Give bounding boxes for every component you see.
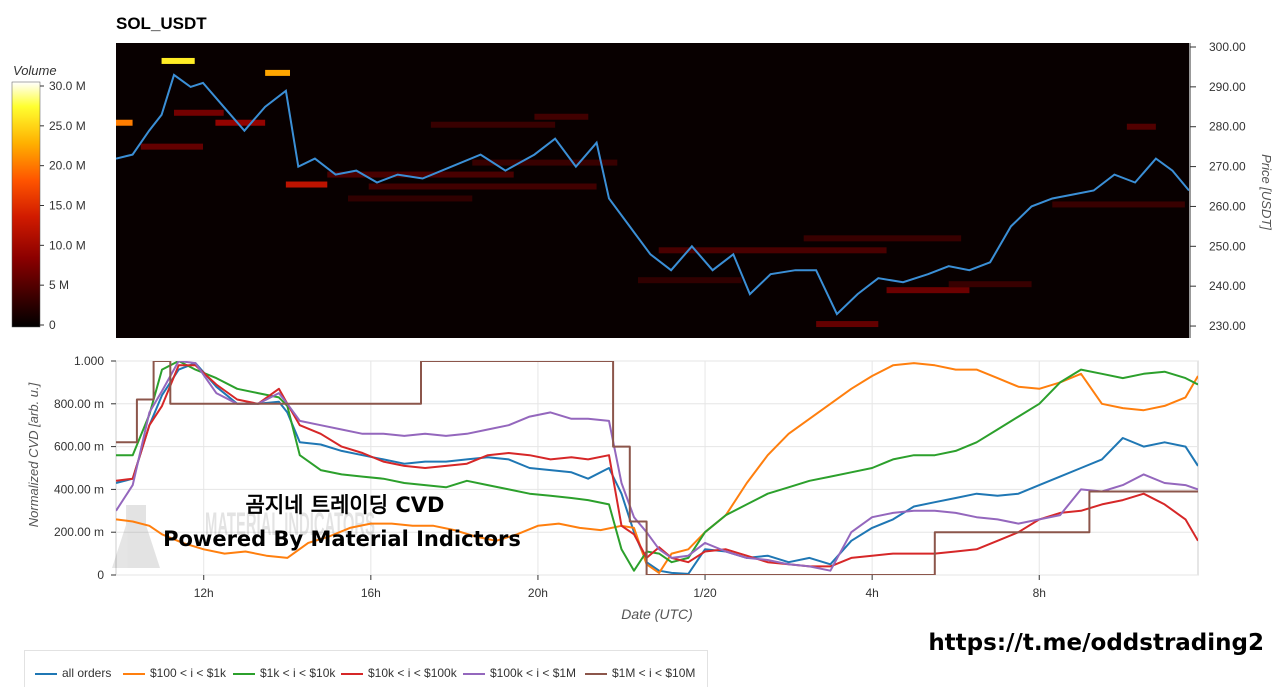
colorbar-tick-label: 30.0 M xyxy=(49,79,86,93)
cvd-plot-area xyxy=(115,360,1199,576)
cvd-series-line-1 xyxy=(116,362,1198,574)
legend-item[interactable]: $1M < i < $10M xyxy=(585,666,695,680)
legend-swatch xyxy=(233,672,255,675)
cvd-y-tick-label: 200.00 m xyxy=(54,525,104,539)
heatmap-band-5 xyxy=(140,143,203,150)
cvd-y-tick-label: 800.00 m xyxy=(54,397,104,411)
legend-label: $100 < i < $1k xyxy=(150,666,227,680)
cvd-axis-label: Normalized CVD [arb. u.] xyxy=(26,382,41,527)
legend-item[interactable]: $1k < i < $10k xyxy=(233,666,335,680)
cvd-series-line-5 xyxy=(116,361,1198,575)
legend-swatch xyxy=(585,672,607,675)
legend-label: $100k < i < $1M xyxy=(490,666,577,680)
heatmap-bands xyxy=(116,57,1185,328)
cvd-y-tick-label: 0 xyxy=(97,568,104,582)
heatmap-band-20 xyxy=(1126,123,1156,130)
colorbar-tick-label: 10.0 M xyxy=(49,238,86,252)
legend-label: $1k < i < $10k xyxy=(260,666,336,680)
heatmap-band-4 xyxy=(174,109,224,116)
price-tick-label: 240.00 xyxy=(1209,279,1246,293)
cvd-y-tick-label: 600.00 m xyxy=(54,440,104,454)
heatmap-band-14 xyxy=(803,235,962,242)
svg-text:MATERIAL INDICATORS: MATERIAL INDICATORS xyxy=(205,506,375,542)
price-tick-label: 290.00 xyxy=(1209,80,1246,94)
legend-item[interactable]: $10k < i < $100k xyxy=(341,666,457,680)
cvd-lines xyxy=(116,361,1198,575)
cvd-gridlines xyxy=(116,360,1198,576)
legend-swatch xyxy=(35,672,57,675)
legend-swatch xyxy=(463,672,485,675)
price-tick-label: 250.00 xyxy=(1209,239,1246,253)
heatmap-band-8 xyxy=(368,183,597,190)
legend-item[interactable]: $100 < i < $1k xyxy=(123,666,226,680)
cvd-x-axis-ticks: 12h 16h 20h 1/20 4h 8h xyxy=(194,575,1046,600)
price-tick-label: 260.00 xyxy=(1209,199,1246,213)
legend-label: $10k < i < $100k xyxy=(368,666,457,680)
cvd-y-axis-ticks: 1.000 800.00 m 600.00 m 400.00 m 200.00 m 0 xyxy=(54,354,116,582)
heatmap-band-0 xyxy=(161,57,195,64)
price-tick-label: 280.00 xyxy=(1209,120,1246,134)
legend-item[interactable]: all orders xyxy=(35,666,111,680)
heatmap-band-16 xyxy=(638,277,742,284)
chart-title: SOL_USDT xyxy=(116,14,207,33)
telegram-url[interactable]: https://t.me/oddstrading2 xyxy=(928,630,1264,656)
colorbar-ticks: 30.0 M 25.0 M 20.0 M 15.0 M 10.0 M 5 M 0 xyxy=(40,79,86,332)
price-axis-ticks: 300.00 290.00 280.00 270.00 260.00 250.00 240.… xyxy=(1190,40,1246,333)
cvd-y-tick-label: 1.000 xyxy=(74,354,104,368)
overlay-caption-korean: 곰지네 트레이딩 CVD xyxy=(246,493,445,517)
cvd-x-tick-label: 1/20 xyxy=(693,586,717,600)
heatmap-band-18 xyxy=(948,281,1032,288)
heatmap-band-1 xyxy=(265,69,290,76)
cvd-y-tick-label: 400.00 m xyxy=(54,482,104,496)
colorbar-tick-label: 25.0 M xyxy=(49,119,86,133)
heatmap-band-11 xyxy=(534,113,589,120)
colorbar-tick-label: 0 xyxy=(49,318,56,332)
legend-label: $1M < i < $10M xyxy=(612,666,696,680)
cvd-x-tick-label: 12h xyxy=(194,586,214,600)
legend: all orders $100 < i < $1k $1k < i < $10k $1… xyxy=(24,650,708,687)
colorbar xyxy=(11,81,41,328)
heatmap-band-9 xyxy=(430,121,556,128)
colorbar-tick-label: 20.0 M xyxy=(49,159,86,173)
heatmap-band-17 xyxy=(886,287,970,294)
price-tick-label: 270.00 xyxy=(1209,160,1246,174)
heatmap-band-3 xyxy=(215,119,266,126)
cvd-x-tick-label: 16h xyxy=(361,586,381,600)
legend-label: all orders xyxy=(62,666,112,680)
heatmap-band-19 xyxy=(1052,201,1185,208)
price-tick-label: 300.00 xyxy=(1209,40,1246,54)
heatmap-band-13 xyxy=(658,247,887,254)
colorbar-tick-label: 15.0 M xyxy=(49,199,86,213)
price-line xyxy=(116,73,1189,316)
colorbar-title: Volume xyxy=(13,63,57,78)
heatmap-band-6 xyxy=(285,181,328,188)
colorbar-tick-label: 5 M xyxy=(49,278,69,292)
cvd-series-line-2 xyxy=(116,361,1198,572)
overlay-caption-powered-by: Powered By Material Indictors xyxy=(163,527,521,551)
legend-swatch xyxy=(123,672,145,675)
heatmap-band-10 xyxy=(472,159,618,166)
date-axis-label: Date (UTC) xyxy=(621,606,693,622)
material-indicators-watermark: MATERIAL INDICATORS xyxy=(112,505,375,568)
heatmap-band-12 xyxy=(348,195,473,202)
cvd-series-line-4 xyxy=(116,361,1198,572)
heatmap-band-2 xyxy=(116,119,133,126)
heatmap-band-15 xyxy=(816,321,879,328)
heatmap-band-7 xyxy=(327,171,514,178)
cvd-x-tick-label: 4h xyxy=(865,586,878,600)
legend-item[interactable]: $100k < i < $1M xyxy=(463,666,576,680)
cvd-series-line-3 xyxy=(116,364,1198,568)
cvd-x-tick-label: 20h xyxy=(528,586,548,600)
price-tick-label: 230.00 xyxy=(1209,319,1246,333)
legend-swatch xyxy=(341,672,363,675)
chart-canvas: 30.0 M 25.0 M 20.0 M 15.0 M 10.0 M 5 M 0 300.0… xyxy=(11,40,1274,622)
price-axis-label: Price [USDT] xyxy=(1259,154,1274,230)
cvd-x-tick-label: 8h xyxy=(1033,586,1046,600)
heatmap-background xyxy=(116,43,1189,338)
